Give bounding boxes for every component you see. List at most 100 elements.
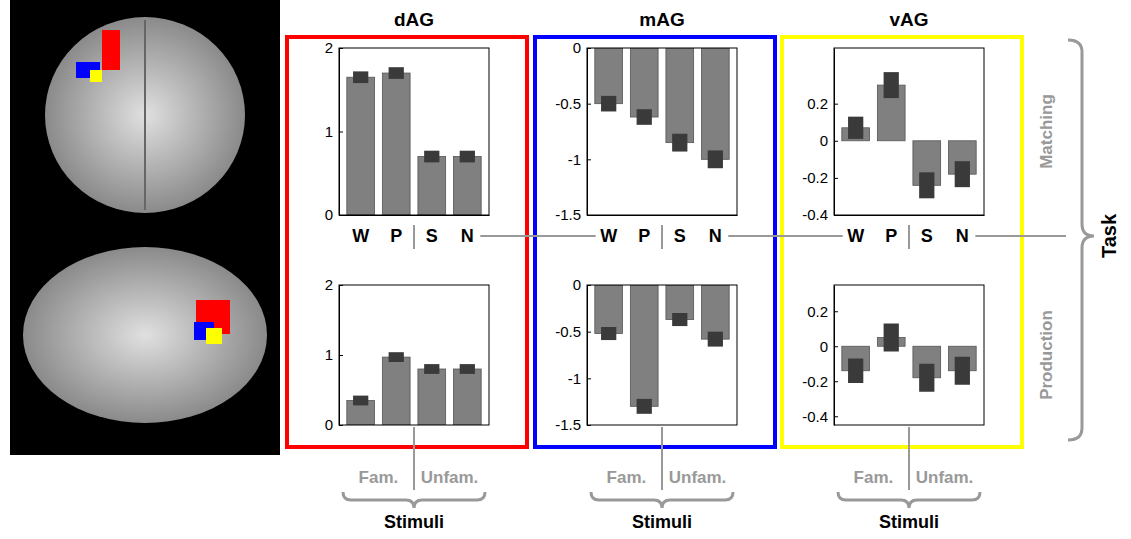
y-axis: -0.4-0.200.2 [802, 286, 838, 426]
chart: -0.4-0.200.2Fam.Unfam.Stimuli [802, 285, 984, 532]
stimuli-title: Stimuli [879, 512, 939, 532]
plot-background [339, 48, 489, 215]
tick-label: 1 [325, 346, 333, 363]
error-bar [601, 327, 616, 340]
roi-blob [206, 328, 222, 344]
tick-mark [587, 332, 591, 333]
bar [630, 48, 658, 117]
tick-mark [587, 159, 591, 160]
tick-label: W [600, 226, 617, 246]
error-bar [389, 352, 404, 362]
marks [842, 72, 976, 198]
brain-side-view [23, 247, 267, 423]
bar [347, 77, 375, 215]
x-tick: W [600, 215, 617, 246]
error-bar [637, 399, 652, 414]
panel-frame [287, 37, 527, 447]
roi-blob [90, 70, 102, 82]
tick-mark [339, 355, 343, 356]
y-tick: -0.2 [802, 373, 838, 390]
axis-line [588, 215, 738, 216]
y-tick: -0.5 [555, 323, 591, 340]
bar [595, 285, 623, 334]
error-bar [424, 364, 439, 374]
x-tick: W [847, 215, 864, 246]
group-label: Fam. [854, 468, 894, 487]
error-bar [460, 364, 475, 374]
error-bar [955, 357, 970, 385]
plot-background [834, 285, 984, 425]
panel-title: mAG [639, 9, 684, 30]
tick-mark [834, 346, 838, 347]
tick-label: 2 [325, 276, 333, 293]
error-bar [708, 150, 723, 168]
tick-label: -0.2 [802, 373, 828, 390]
group-label: Unfam. [421, 468, 479, 487]
tick-label: -0.5 [555, 95, 581, 112]
plot-frame [339, 285, 489, 425]
panel-frame [535, 37, 775, 447]
brace [343, 492, 485, 508]
tick-label: -0.5 [555, 323, 581, 340]
x-tick: S [674, 215, 686, 246]
separator [661, 427, 663, 490]
tick-mark [834, 104, 838, 105]
plot-background [834, 48, 984, 215]
tick-label: 0 [573, 276, 581, 293]
bar [453, 369, 481, 425]
y-tick: -1.5 [555, 206, 591, 223]
separator [908, 225, 910, 249]
panel-title: vAG [889, 9, 928, 30]
image-background [10, 0, 280, 455]
stimuli-title: Stimuli [632, 512, 692, 532]
tick-label: P [638, 226, 650, 246]
separator [908, 427, 910, 490]
y-tick: 1 [325, 123, 343, 140]
tick-label: -0.2 [802, 169, 828, 186]
y-axis: 012 [325, 39, 343, 223]
y-tick: 0.2 [807, 303, 838, 320]
tick-mark [339, 132, 343, 133]
x-tick: W [352, 215, 369, 246]
tick-mark [834, 178, 838, 179]
error-bar [848, 359, 863, 384]
tick-label: -1.5 [555, 206, 581, 223]
tick-label: 0.2 [807, 303, 828, 320]
plot-background [339, 285, 489, 425]
tick-label: N [956, 226, 969, 246]
tick-label: S [921, 226, 933, 246]
bar [630, 285, 658, 406]
error-bar [884, 72, 899, 98]
stimuli-title: Stimuli [384, 512, 444, 532]
tick-mark [834, 141, 838, 142]
y-axis: -1.5 -1 -0.5 0 [555, 276, 591, 433]
tick-label: 1 [325, 123, 333, 140]
tick-label: 0 [573, 39, 581, 56]
error-bar [353, 396, 368, 406]
error-bar [637, 109, 652, 125]
error-bar [601, 96, 616, 112]
y-axis: 0 1 2 [325, 276, 343, 433]
error-bar [884, 324, 899, 352]
y-tick: -0.5 [555, 95, 591, 112]
error-bar [424, 151, 439, 163]
tick-label: -1 [568, 151, 581, 168]
bar [701, 48, 729, 159]
tick-label: S [426, 226, 438, 246]
error-bar [672, 134, 687, 152]
panel-frame [782, 37, 1022, 447]
y-axis: -1.5 -1 -0.5 0 [555, 39, 591, 223]
axis-line [340, 215, 490, 216]
panel-title: dAG [394, 9, 434, 30]
tick-label: 0 [325, 416, 333, 433]
plot-frame [587, 48, 737, 215]
marks [347, 352, 481, 425]
bar [382, 73, 410, 215]
tick-label: -1 [568, 370, 581, 387]
row-label: Matching [1037, 94, 1056, 169]
task-title: Task [1098, 213, 1120, 258]
tick-label: 2 [325, 39, 333, 56]
tick-label: -1.5 [555, 416, 581, 433]
brain-image [10, 0, 280, 455]
tick-mark [834, 381, 838, 382]
